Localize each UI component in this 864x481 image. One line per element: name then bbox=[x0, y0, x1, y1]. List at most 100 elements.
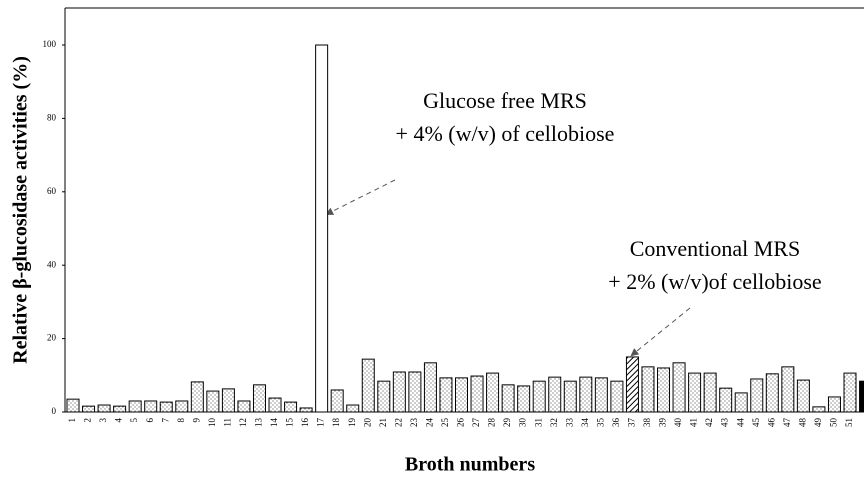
bar bbox=[159, 401, 173, 413]
bar bbox=[206, 390, 220, 413]
x-tick-label: 37 bbox=[627, 418, 637, 428]
bar bbox=[812, 406, 826, 413]
x-tick-label: 44 bbox=[735, 418, 745, 428]
bar bbox=[113, 405, 127, 413]
x-tick-label: 32 bbox=[549, 418, 559, 427]
bar bbox=[843, 372, 857, 413]
bar bbox=[221, 388, 235, 413]
annotation: + 4% (w/v) of cellobiose bbox=[396, 121, 615, 146]
bar bbox=[377, 380, 391, 413]
x-tick-label: 19 bbox=[347, 418, 357, 428]
x-tick-label: 20 bbox=[362, 418, 372, 428]
x-tick-label: 17 bbox=[316, 418, 326, 428]
bar bbox=[299, 407, 313, 413]
y-tick-label: 0 bbox=[52, 406, 57, 416]
bar bbox=[688, 372, 702, 413]
x-tick-label: 4 bbox=[114, 418, 124, 423]
annotation-arrow bbox=[630, 307, 691, 357]
annotation: + 2% (w/v)of cellobiose bbox=[608, 269, 821, 294]
x-tick-label: 2 bbox=[83, 418, 93, 423]
x-tick-label: 33 bbox=[564, 418, 574, 428]
x-tick-label: 39 bbox=[658, 418, 668, 428]
x-tick-label: 15 bbox=[285, 418, 295, 428]
x-tick-label: 36 bbox=[611, 418, 621, 428]
x-tick-label: 14 bbox=[269, 418, 279, 428]
x-tick-label: 3 bbox=[98, 418, 108, 423]
bar bbox=[750, 378, 764, 413]
x-tick-label: 35 bbox=[595, 418, 605, 428]
bar bbox=[625, 356, 639, 413]
bar bbox=[765, 373, 779, 413]
x-tick-label: 18 bbox=[331, 418, 341, 428]
x-tick-label: 42 bbox=[704, 418, 714, 427]
x-tick-label: 41 bbox=[689, 418, 699, 427]
x-tick-label: 47 bbox=[782, 418, 792, 428]
y-tick-label: 60 bbox=[47, 186, 57, 196]
x-tick-label: 7 bbox=[160, 418, 170, 423]
bar bbox=[827, 396, 841, 413]
x-tick-label: 49 bbox=[813, 418, 823, 428]
bar bbox=[548, 376, 562, 413]
x-tick-label: 31 bbox=[533, 418, 543, 427]
bar bbox=[594, 377, 608, 413]
x-tick-label: 30 bbox=[518, 418, 528, 428]
bar bbox=[144, 400, 158, 413]
bar bbox=[563, 380, 577, 413]
y-axis-label: Relative β-glucosidase activities (%) bbox=[10, 56, 32, 364]
x-tick-label: 28 bbox=[487, 418, 497, 428]
bar bbox=[392, 371, 406, 413]
bar bbox=[719, 387, 733, 413]
bar bbox=[610, 380, 624, 413]
x-tick-label: 40 bbox=[673, 418, 683, 428]
y-tick-label: 40 bbox=[47, 259, 57, 269]
x-tick-label: 24 bbox=[424, 418, 434, 428]
x-tick-label: 5 bbox=[129, 418, 139, 423]
x-tick-label: 22 bbox=[393, 418, 403, 427]
bar bbox=[703, 372, 717, 413]
bar bbox=[66, 398, 80, 413]
x-tick-label: 51 bbox=[844, 418, 854, 427]
bar bbox=[641, 366, 655, 413]
x-tick-label: 6 bbox=[145, 418, 155, 423]
x-axis-label: Broth numbers bbox=[405, 454, 535, 476]
bar bbox=[579, 376, 593, 413]
x-tick-label: 48 bbox=[797, 418, 807, 428]
bar bbox=[532, 380, 546, 413]
bar bbox=[439, 377, 453, 413]
bar bbox=[128, 400, 142, 413]
bar bbox=[470, 375, 484, 413]
bar bbox=[734, 392, 748, 413]
bar bbox=[361, 358, 375, 413]
bar bbox=[796, 379, 810, 413]
x-tick-label: 25 bbox=[440, 418, 450, 428]
bar bbox=[501, 384, 515, 413]
bar bbox=[517, 385, 531, 413]
bar bbox=[672, 362, 686, 413]
bar bbox=[408, 371, 422, 413]
bar bbox=[252, 384, 266, 413]
x-tick-label: 11 bbox=[222, 418, 232, 427]
x-tick-label: 16 bbox=[300, 418, 310, 428]
x-tick-label: 50 bbox=[829, 418, 839, 428]
x-tick-label: 34 bbox=[580, 418, 590, 428]
y-tick-label: 80 bbox=[47, 112, 57, 122]
bar bbox=[346, 404, 360, 413]
bar bbox=[97, 404, 111, 413]
x-tick-label: 8 bbox=[176, 418, 186, 423]
bar bbox=[284, 401, 298, 413]
x-tick-label: 45 bbox=[751, 418, 761, 428]
x-tick-label: 29 bbox=[502, 418, 512, 428]
bar bbox=[486, 372, 500, 413]
annotation: Conventional MRS bbox=[630, 236, 801, 261]
bar bbox=[315, 44, 329, 413]
bar bbox=[268, 397, 282, 413]
x-tick-label: 10 bbox=[207, 418, 217, 428]
bar bbox=[657, 367, 671, 413]
bar bbox=[455, 377, 468, 413]
y-tick-label: 20 bbox=[47, 333, 57, 343]
x-tick-label: 38 bbox=[642, 418, 652, 428]
bar bbox=[190, 381, 204, 413]
x-tick-label: 12 bbox=[238, 418, 248, 427]
x-tick-label: 27 bbox=[471, 418, 481, 428]
